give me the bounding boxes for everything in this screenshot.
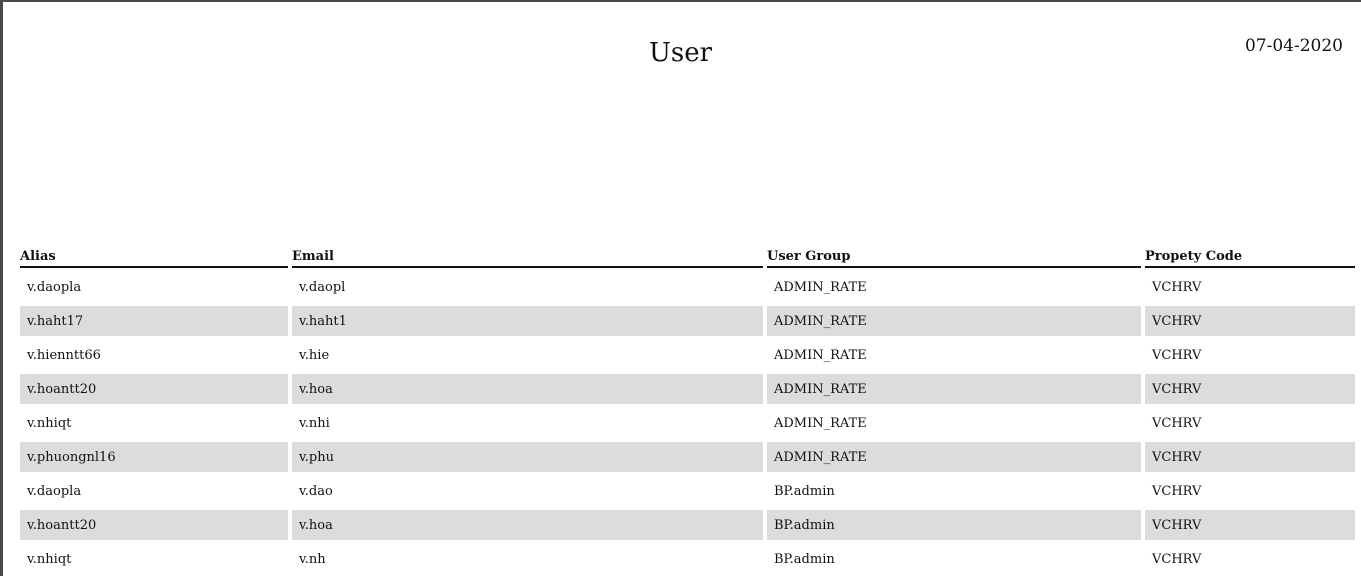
user-group-cell: ADMIN_RATE [774, 415, 867, 431]
property-code-cell: VCHRV [1145, 442, 1355, 472]
table-row: v.hoantt20 v.hoa BP.admin VCHRV [20, 510, 1355, 540]
email-cell: v.hoa [292, 510, 763, 540]
alias-cell: v.hoantt20 [20, 374, 288, 404]
property-code-cell: VCHRV [1152, 279, 1202, 295]
table-row: v.nhiqt v.nh BP.admin VCHRV [20, 544, 1355, 574]
property-code-cell: VCHRV [1145, 510, 1355, 540]
table-row: v.hienntt66 v.hie ADMIN_RATE VCHRV [20, 340, 1355, 370]
window-border-top [0, 0, 1361, 2]
table-row: v.hoantt20 v.hoa ADMIN_RATE VCHRV [20, 374, 1355, 404]
property-code-cell: VCHRV [1145, 374, 1355, 404]
report-date: 07-04-2020 [1244, 36, 1343, 56]
table-row: v.daopla v.dao BP.admin VCHRV [20, 476, 1355, 506]
column-header-property-code: Propety Code [1145, 248, 1355, 268]
alias-cell: v.daopla [27, 279, 82, 295]
alias-cell: v.haht17 [20, 306, 288, 336]
email-cell: v.nh [299, 551, 326, 567]
user-group-cell: ADMIN_RATE [767, 306, 1141, 336]
column-header-alias: Alias [20, 248, 288, 268]
user-group-cell: BP.admin [774, 483, 835, 499]
alias-cell: v.phuongnl16 [20, 442, 288, 472]
user-group-cell: ADMIN_RATE [767, 442, 1141, 472]
alias-cell: v.hoantt20 [20, 510, 288, 540]
email-cell: v.hoa [292, 374, 763, 404]
email-cell: v.hie [299, 347, 330, 363]
email-cell: v.dao [299, 483, 333, 499]
user-group-cell: BP.admin [767, 510, 1141, 540]
property-code-cell: VCHRV [1145, 306, 1355, 336]
table-row: v.haht17 v.haht1 ADMIN_RATE VCHRV [20, 306, 1355, 336]
alias-cell: v.daopla [27, 483, 82, 499]
alias-cell: v.nhiqt [27, 415, 72, 431]
email-cell: v.daopl [299, 279, 346, 295]
user-table: Alias Email User Group Propety Code v.da… [16, 244, 1359, 578]
alias-cell: v.hienntt66 [27, 347, 101, 363]
user-group-cell: ADMIN_RATE [774, 347, 867, 363]
user-group-cell: ADMIN_RATE [774, 279, 867, 295]
property-code-cell: VCHRV [1152, 415, 1202, 431]
email-cell: v.haht1 [292, 306, 763, 336]
user-group-cell: BP.admin [774, 551, 835, 567]
table-header-row: Alias Email User Group Propety Code [20, 248, 1355, 268]
table-row: v.phuongnl16 v.phu ADMIN_RATE VCHRV [20, 442, 1355, 472]
email-cell: v.nhi [299, 415, 330, 431]
table-row: v.nhiqt v.nhi ADMIN_RATE VCHRV [20, 408, 1355, 438]
property-code-cell: VCHRV [1152, 551, 1202, 567]
column-header-user-group: User Group [767, 248, 1141, 268]
property-code-cell: VCHRV [1152, 483, 1202, 499]
window-border-left [0, 0, 3, 576]
email-cell: v.phu [292, 442, 763, 472]
page-title: User [648, 38, 713, 68]
column-header-email: Email [292, 248, 763, 268]
property-code-cell: VCHRV [1152, 347, 1202, 363]
table-row: v.daopla v.daopl ADMIN_RATE VCHRV [20, 272, 1355, 302]
user-group-cell: ADMIN_RATE [767, 374, 1141, 404]
alias-cell: v.nhiqt [27, 551, 72, 567]
